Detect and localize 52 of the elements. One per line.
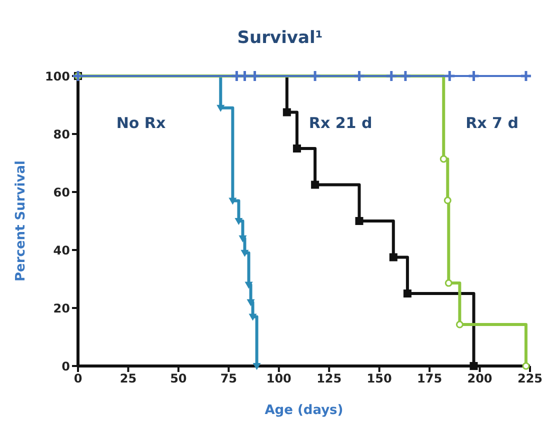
point	[389, 253, 398, 262]
point	[470, 362, 478, 370]
series-label: Rx 21 d	[308, 114, 372, 132]
x-tick-label: 25	[120, 372, 137, 386]
y-tick-label: 80	[53, 127, 70, 142]
point	[468, 70, 480, 82]
x-tick-label: 150	[366, 372, 392, 386]
point	[355, 217, 364, 225]
x-axis-title: Age (days)	[264, 403, 344, 418]
point	[456, 320, 464, 328]
point	[282, 108, 291, 116]
point	[234, 218, 243, 225]
x-tick-label: 125	[316, 372, 342, 386]
y-tick-label: 40	[53, 243, 70, 258]
x-tick-label: 50	[170, 372, 187, 386]
point	[520, 70, 532, 82]
x-tick-label: 200	[467, 372, 492, 386]
y-tick-label: 100	[44, 69, 70, 84]
point	[228, 198, 237, 205]
point	[240, 250, 249, 257]
point	[443, 70, 456, 82]
point	[244, 282, 253, 289]
x-tick-label: 175	[417, 372, 442, 386]
point	[444, 279, 452, 287]
y-tick-label: 20	[53, 301, 70, 316]
series-label: Rx 7 d	[466, 114, 518, 132]
point	[246, 299, 255, 306]
point	[238, 235, 247, 242]
point	[311, 180, 320, 189]
x-tick-label: 225	[517, 372, 543, 386]
point	[292, 144, 301, 152]
point	[385, 70, 398, 82]
point	[399, 70, 412, 82]
x-tick-label: 100	[266, 372, 292, 386]
y-axis-title: Percent Survival	[14, 160, 29, 282]
point	[440, 155, 448, 163]
x-tick-label: 0	[74, 372, 82, 386]
point	[72, 70, 84, 82]
point	[248, 314, 257, 321]
point	[238, 70, 251, 82]
point	[252, 363, 261, 370]
point	[308, 70, 322, 82]
point	[352, 70, 366, 82]
point	[248, 70, 262, 82]
y-tick-label: 0	[62, 359, 70, 374]
point	[444, 196, 452, 204]
chart-title: Survival¹	[236, 27, 324, 50]
point	[216, 104, 225, 112]
point	[403, 290, 412, 298]
x-tick-label: 75	[220, 372, 238, 386]
text: No Rx	[116, 114, 166, 132]
y-tick-label: 60	[53, 185, 70, 200]
